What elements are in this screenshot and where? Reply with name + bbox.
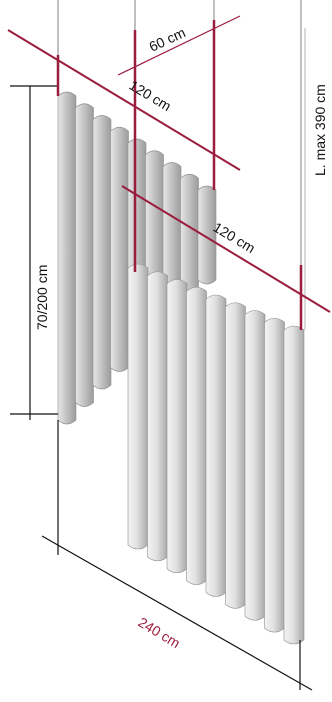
lower-panel-flute (186, 286, 207, 585)
lower-panel-row (127, 263, 305, 645)
width-top-label: 60 cm (147, 24, 188, 55)
upper-panel-flute (197, 185, 217, 285)
upper-panel-flute (75, 103, 94, 407)
lower-panel-flute (264, 317, 285, 633)
depth-lower-label: 120 cm (210, 219, 258, 256)
depth-upper-dimension-line (7, 29, 241, 171)
depth-upper-label: 120 cm (126, 77, 174, 114)
lower-panel-flute (244, 310, 266, 621)
width-dimension-line (41, 535, 313, 691)
upper-panel-flute (57, 91, 77, 425)
upper-panel-flute (110, 126, 129, 372)
lower-panel-flute (127, 263, 149, 550)
width-bottom-label: 240 cm (135, 614, 183, 651)
lower-panel-flute (225, 302, 246, 609)
lower-panel-flute (205, 294, 227, 597)
width-top-dimension-line (117, 15, 241, 76)
upper-panel-flute (92, 115, 112, 390)
lower-panel-flute (147, 271, 168, 562)
height-label: 70/200 cm (34, 265, 50, 330)
dimension-lines (7, 15, 331, 691)
length-max-label: L. max 390 cm (312, 84, 328, 176)
lower-panel-flute (166, 279, 188, 574)
lower-panel-flute (283, 325, 305, 645)
depth-lower-dimension-line (121, 185, 331, 313)
